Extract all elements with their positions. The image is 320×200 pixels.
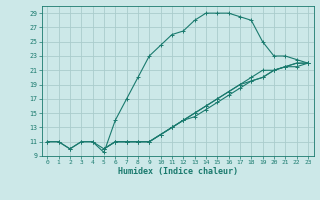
X-axis label: Humidex (Indice chaleur): Humidex (Indice chaleur)	[118, 167, 237, 176]
